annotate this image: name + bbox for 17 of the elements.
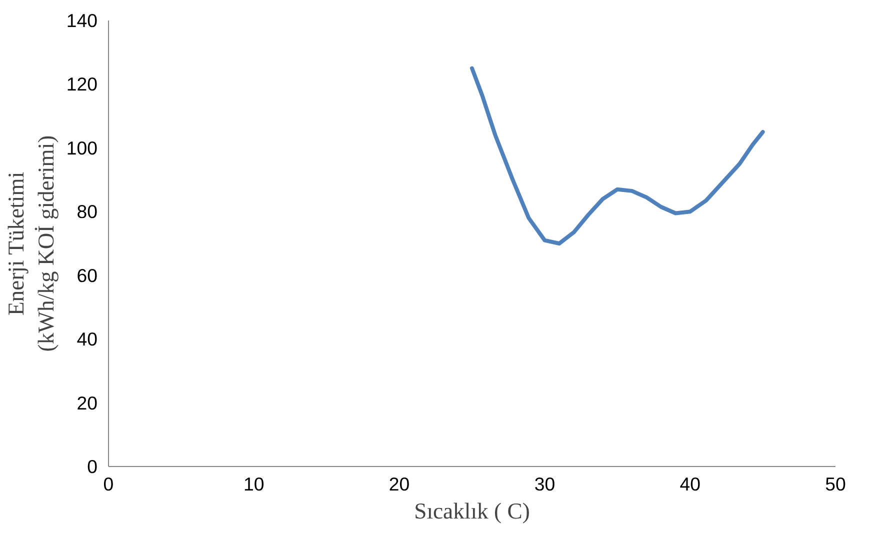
x-tick-label: 0	[103, 474, 114, 494]
x-axis-title: Sıcaklık ( C)	[414, 498, 530, 524]
y-tick-label: 100	[66, 137, 98, 158]
line-series	[470, 66, 765, 246]
x-tick-label: 40	[680, 474, 700, 494]
y-axis-title: Enerji Tüketimi (kWh/kg KOİ giderimi)	[3, 135, 58, 352]
y-tick-label: 0	[87, 456, 98, 477]
y-tick-label: 140	[66, 10, 98, 31]
y-tick-label: 20	[76, 392, 98, 414]
x-tick-label: 50	[825, 474, 846, 494]
x-tick-label: 20	[388, 474, 410, 494]
x-tick-label: 30	[534, 474, 556, 494]
y-tick-label: 120	[66, 74, 98, 95]
y-tick-label: 80	[76, 201, 98, 222]
y-tick-label: 60	[76, 264, 98, 286]
x-tick-label: 10	[244, 474, 264, 494]
y-tick-label: 40	[76, 328, 98, 350]
